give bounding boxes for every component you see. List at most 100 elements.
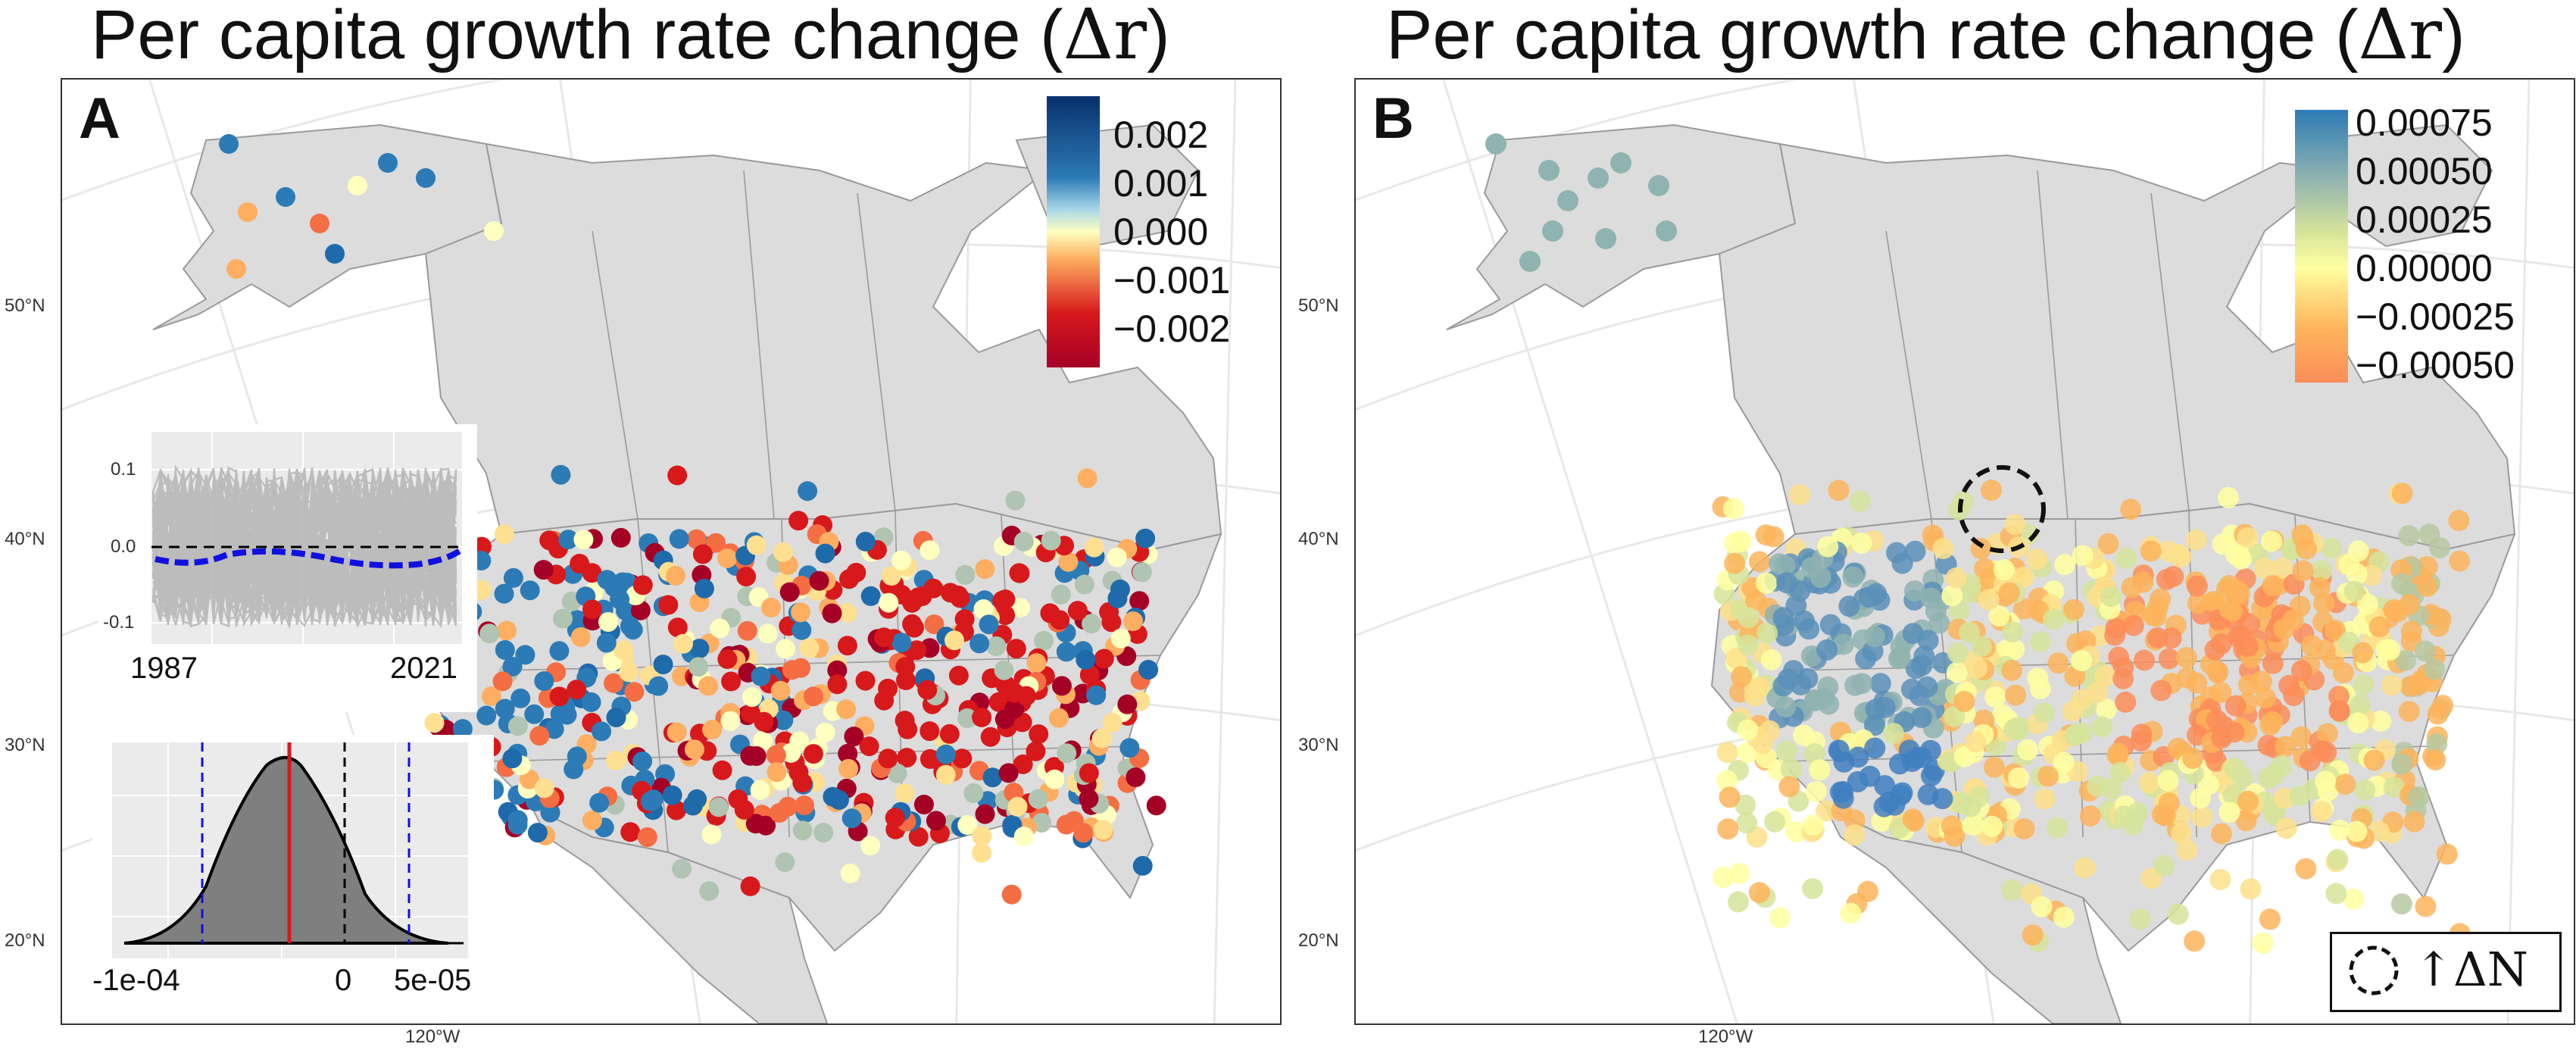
panel-a-ts-ytick-1: 0.0 (111, 536, 136, 557)
station-point (549, 641, 570, 661)
station-point (860, 836, 881, 856)
station-point (495, 698, 515, 719)
smoothed-point (2425, 749, 2446, 771)
station-point (844, 727, 864, 747)
station-point (1029, 724, 1049, 745)
station-point (632, 575, 653, 595)
station-point (1123, 611, 1143, 631)
station-point (746, 746, 767, 766)
smoothed-point (2063, 598, 2084, 620)
smoothed-point (1794, 610, 1816, 632)
station-point (963, 783, 984, 803)
station-point (712, 760, 732, 780)
station-point (507, 716, 528, 736)
station-point (998, 763, 1019, 783)
station-point (1086, 685, 1107, 705)
panel-a-inset-density: -1e-04 0 5e-05 (92, 735, 494, 1023)
smoothed-point (2251, 670, 2273, 692)
smoothed-point (1946, 661, 1968, 683)
smoothed-point (2013, 818, 2035, 840)
panel-a-map-svg (62, 80, 1280, 1023)
station-point (815, 543, 835, 564)
station-point (721, 671, 742, 692)
station-point (887, 763, 907, 783)
station-point (994, 660, 1014, 680)
smoothed-point (2185, 529, 2207, 551)
station-point (827, 660, 848, 680)
station-point (673, 633, 693, 654)
smoothed-point (1904, 580, 1925, 602)
smoothed-point (2140, 540, 2162, 562)
smoothed-point (2037, 765, 2059, 787)
station-point (1101, 612, 1122, 633)
station-point (610, 589, 630, 610)
panel-a-density-xtick-1: 0 (335, 964, 352, 997)
smoothed-point (2150, 680, 2172, 702)
smoothed-point (2031, 896, 2053, 917)
station-point (589, 792, 610, 813)
smoothed-point (1785, 821, 1807, 843)
smoothed-point (1719, 786, 1741, 808)
panel-b-title-close: ) (2442, 0, 2465, 73)
smoothed-point (2383, 777, 2405, 798)
station-point (544, 719, 564, 739)
smoothed-point (1485, 133, 1507, 155)
station-point (855, 670, 876, 691)
smoothed-point (2002, 621, 2024, 643)
smoothed-point (2071, 650, 2093, 672)
smoothed-point (1919, 739, 1941, 761)
smoothed-point (2415, 640, 2436, 662)
station-point (637, 827, 657, 847)
station-point (891, 633, 912, 653)
smoothed-point (1728, 862, 1750, 884)
station-point (1026, 741, 1046, 761)
smoothed-point (1902, 808, 1924, 830)
smoothed-point (1978, 589, 2000, 611)
station-point (1073, 823, 1094, 843)
panel-a-density-xtick-2: 5e-05 (394, 964, 472, 997)
smoothed-point (2097, 533, 2119, 555)
panel-b-map: B 0.00075 0.00050 0.00025 0.00000 −0.000… (1354, 78, 2575, 1025)
station-point (756, 815, 776, 836)
smoothed-point (2313, 592, 2334, 614)
station-point (689, 639, 710, 659)
station-point (791, 602, 811, 623)
station-point (226, 259, 246, 279)
station-point (452, 719, 473, 739)
smoothed-point (1901, 751, 1923, 773)
station-point (770, 680, 791, 701)
smoothed-point (1984, 686, 2006, 708)
station-point (534, 778, 554, 798)
panel-b-lat-50: 50°N (1298, 295, 1339, 316)
station-point (1102, 712, 1123, 733)
smoothed-point (1945, 567, 1967, 589)
smoothed-point (2228, 583, 2250, 605)
smoothed-point (2120, 498, 2142, 520)
smoothed-point (2047, 652, 2069, 674)
smoothed-point (2403, 811, 2425, 833)
smoothed-point (1966, 657, 1988, 679)
smoothed-point (2240, 878, 2262, 900)
smoothed-point (2271, 557, 2293, 579)
station-point (667, 617, 688, 638)
station-point (1010, 563, 1030, 583)
panel-b-legend: 0.00075 0.00050 0.00025 0.00000 −0.00025… (2295, 102, 2568, 428)
station-point (995, 605, 1016, 625)
station-point (798, 481, 818, 502)
smoothed-point (2346, 563, 2368, 585)
station-point (582, 599, 602, 620)
station-point (957, 708, 978, 728)
smoothed-point (2343, 888, 2365, 910)
smoothed-point (1981, 480, 2002, 502)
smoothed-point (2426, 733, 2448, 755)
panel-a-letter: A (79, 86, 120, 151)
smoothed-point (2315, 742, 2337, 764)
panel-a-lat-30: 30°N (5, 735, 45, 755)
station-point (1006, 639, 1026, 659)
panel-a-inset-timeseries-svg (151, 432, 464, 644)
station-point (908, 827, 929, 847)
smoothed-point (1716, 770, 1738, 792)
smoothed-point (2416, 575, 2438, 597)
station-point (710, 618, 730, 639)
smoothed-point (2053, 752, 2075, 773)
